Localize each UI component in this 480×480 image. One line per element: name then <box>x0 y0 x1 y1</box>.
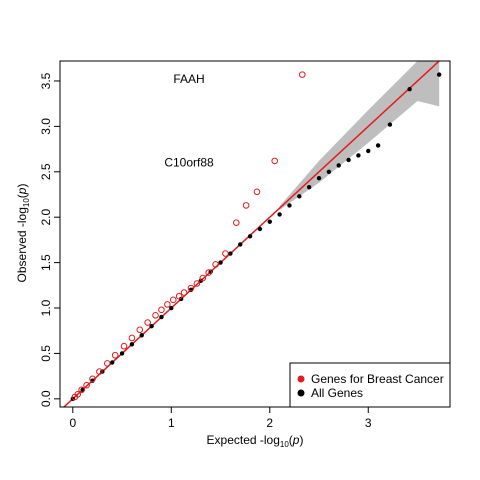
data-point <box>242 202 250 209</box>
data-point <box>111 351 119 359</box>
annotation-label: FAAH <box>173 72 204 86</box>
legend: Genes for Breast Cancer All Genes <box>289 362 451 408</box>
data-point <box>222 250 229 257</box>
x-tick-label: 0 <box>69 416 76 430</box>
reference-line <box>62 61 441 407</box>
data-point <box>316 175 322 181</box>
data-point <box>193 280 201 287</box>
data-point <box>407 86 412 92</box>
data-point <box>306 185 312 190</box>
y-tick-label: 0.5 <box>39 345 53 362</box>
y-tick-label: 3.5 <box>39 72 53 89</box>
reference-line-layer <box>62 61 441 407</box>
y-tick-label: 3.0 <box>39 118 53 135</box>
data-point <box>83 381 90 389</box>
data-point <box>253 188 261 196</box>
data-point <box>212 261 219 268</box>
data-point <box>238 242 243 247</box>
points-layer <box>70 71 442 402</box>
data-point <box>80 387 85 392</box>
data-point <box>74 390 82 398</box>
data-point <box>175 292 183 300</box>
data-point <box>187 284 195 292</box>
legend-marker-breast-cancer <box>297 375 305 383</box>
data-point <box>232 219 240 226</box>
data-point <box>436 72 442 77</box>
data-point <box>129 342 135 347</box>
data-point <box>178 296 184 302</box>
data-point <box>247 234 253 239</box>
series-breast-cancer <box>71 71 306 401</box>
data-point <box>136 326 144 334</box>
data-point <box>159 314 164 320</box>
data-point <box>277 212 282 217</box>
data-point <box>297 194 302 199</box>
data-point <box>144 319 151 326</box>
data-point <box>139 333 144 338</box>
data-point <box>356 153 361 158</box>
x-tick-label: 1 <box>168 416 175 430</box>
x-axis-title: Expected -log10(p) <box>207 433 304 449</box>
data-point <box>128 334 136 342</box>
data-point <box>180 289 188 296</box>
x-axis-label: Expected -log10(p) <box>207 433 304 449</box>
y-tick-label: 1.5 <box>39 254 53 271</box>
data-point <box>152 311 159 319</box>
data-point <box>298 71 306 78</box>
annotation-layer: FAAH C10orf88 <box>164 72 214 170</box>
data-point <box>257 226 263 232</box>
legend-label-all-genes: All Genes <box>311 386 363 400</box>
data-point <box>78 386 85 394</box>
data-point <box>96 368 103 375</box>
y-axis: 0.0 0.5 1.0 1.5 2.0 2.5 3.0 3.5 <box>39 72 61 407</box>
x-tick-label: 2 <box>266 416 273 430</box>
data-point <box>271 157 278 165</box>
data-point <box>375 143 381 148</box>
legend-label-breast-cancer: Genes for Breast Cancer <box>311 372 444 386</box>
data-point <box>387 122 393 127</box>
data-point <box>205 269 213 276</box>
data-point <box>287 203 292 208</box>
data-point <box>169 296 177 304</box>
x-axis: 0 1 2 3 <box>69 406 372 430</box>
data-point <box>149 323 154 329</box>
data-point <box>267 219 272 224</box>
data-point <box>346 157 351 163</box>
data-point <box>199 274 207 282</box>
data-point <box>326 169 332 174</box>
data-point <box>366 148 371 154</box>
data-point <box>103 360 111 367</box>
x-tick-label: 3 <box>365 416 372 430</box>
legend-marker-all-genes <box>297 389 305 397</box>
y-axis-label: Observed -log10(p) <box>15 184 31 283</box>
y-tick-label: 2.5 <box>39 163 53 180</box>
y-axis-title: Observed -log10(p) <box>15 184 31 283</box>
y-tick-label: 1.0 <box>39 299 53 316</box>
data-point <box>169 305 174 311</box>
data-point <box>120 342 128 350</box>
data-point <box>228 251 233 256</box>
data-point <box>158 306 165 314</box>
series-all-genes <box>70 72 442 402</box>
annotation-label: C10orf88 <box>164 156 214 170</box>
data-point <box>109 360 115 365</box>
data-point <box>119 351 125 356</box>
data-point <box>336 163 341 168</box>
y-tick-label: 2.0 <box>39 209 53 226</box>
data-point <box>164 301 171 308</box>
data-point <box>89 375 96 383</box>
legend-box <box>289 362 451 408</box>
plot-area <box>62 61 442 407</box>
data-point <box>218 260 223 265</box>
y-tick-label: 0.0 <box>39 390 53 407</box>
